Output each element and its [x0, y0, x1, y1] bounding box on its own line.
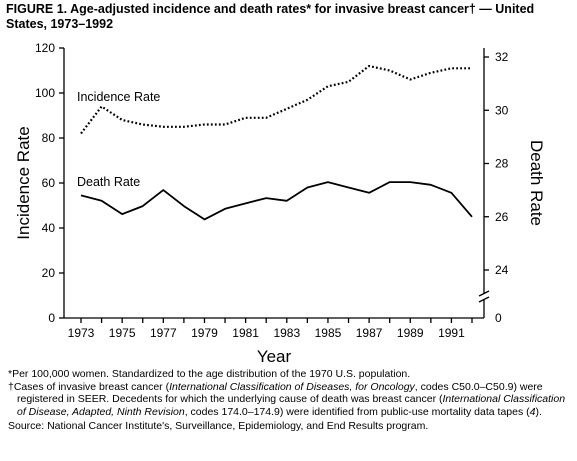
x-tick-label: 1977 [150, 326, 177, 340]
axis-break-mark-2 [478, 296, 490, 303]
left-tick-label: 100 [35, 86, 55, 100]
right-tick-label: 32 [495, 50, 509, 64]
right-tick-label: 28 [495, 157, 509, 171]
left-tick-label: 80 [42, 131, 56, 145]
x-tick-label: 1985 [315, 326, 342, 340]
x-tick-label: 1989 [397, 326, 424, 340]
footnote-icdo-name: International Classification of Diseases… [169, 380, 415, 393]
footnote-reference: 4 [529, 405, 536, 418]
footnote-text: , codes 174.0–174.9) were identified fro… [184, 405, 530, 418]
x-tick-label: 1973 [68, 326, 95, 340]
footnote-text: , codes C50.0–C50.9) were registered in … [17, 380, 543, 406]
right-tick-label: 30 [495, 103, 509, 117]
figure-title: FIGURE 1. Age-adjusted incidence and dea… [6, 2, 535, 31]
right-tick-label: 0 [495, 311, 502, 325]
footnote-text: †Cases of invasive breast cancer ( [8, 380, 170, 393]
series-line-incidence [80, 64, 472, 135]
footnote-per-100000: *Per 100,000 women. Standardized to the … [8, 368, 411, 380]
footnote-text: ). [535, 405, 542, 418]
series-line-death [80, 181, 473, 221]
x-tick-label: 1979 [191, 326, 218, 340]
line-chart: 0 20 40 60 80 100 120 0 24 26 28 30 32 1973 1975 1977… [14, 41, 546, 366]
series-label-incidence: Incidence Rate [77, 90, 160, 104]
x-tick-label: 1987 [356, 326, 383, 340]
x-tick-label: 1975 [109, 326, 136, 340]
left-tick-label: 120 [35, 41, 55, 55]
footnote-icda-name: International Classification of Disease,… [17, 393, 566, 418]
y-axis-left-label: Incidence Rate [14, 126, 33, 239]
x-tick-label: 1981 [232, 326, 259, 340]
right-tick-label: 24 [495, 263, 509, 277]
footnotes: *Per 100,000 women. Standardized to the … [8, 368, 570, 433]
series-label-death: Death Rate [77, 175, 140, 189]
y-axis-right-label: Death Rate [527, 140, 546, 226]
axis-break-mark-1 [478, 290, 490, 297]
left-tick-label: 40 [42, 221, 56, 235]
series-layer [80, 64, 473, 221]
right-axis-ticks: 0 24 26 28 30 32 [484, 50, 509, 325]
left-tick-label: 20 [42, 266, 56, 280]
left-tick-label: 60 [42, 176, 56, 190]
left-tick-label: 0 [48, 311, 55, 325]
x-axis-label: Year [257, 347, 292, 366]
source-note: Source: National Cancer Institute's, Sur… [8, 420, 429, 433]
x-axis-ticks: 1973 1975 1977 1979 1981 1983 1985 1987 1989 1991 [68, 318, 473, 340]
footnote-case-definition: †Cases of invasive breast cancer (Intern… [8, 381, 570, 419]
x-tick-label: 1983 [273, 326, 300, 340]
right-tick-label: 26 [495, 210, 509, 224]
x-tick-label: 1991 [438, 326, 465, 340]
left-axis-ticks: 0 20 40 60 80 100 120 [35, 41, 64, 325]
